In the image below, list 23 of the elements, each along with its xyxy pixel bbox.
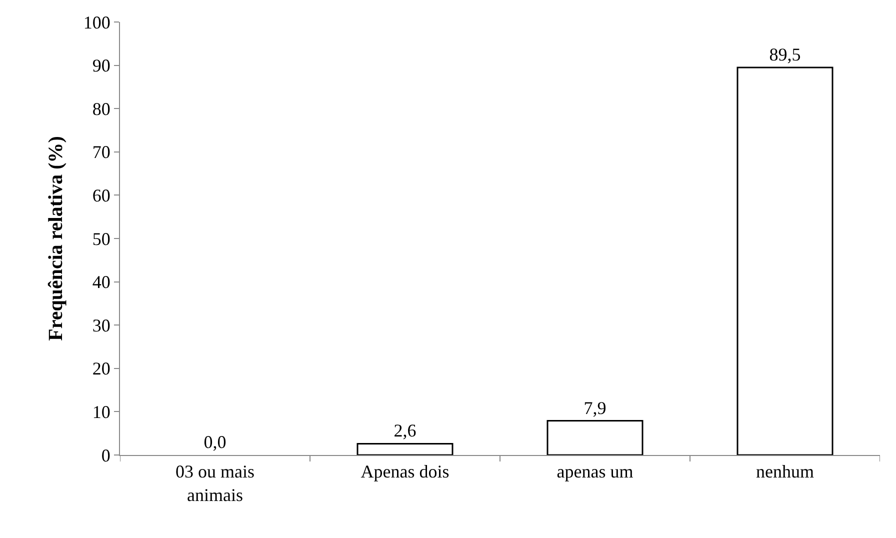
y-tick-label: 90 bbox=[92, 56, 110, 76]
bar bbox=[736, 66, 834, 455]
y-axis-title: Frequência relativa (%) bbox=[44, 136, 67, 341]
y-tick-label: 50 bbox=[92, 228, 110, 249]
y-tick-label: 60 bbox=[92, 186, 110, 206]
y-tick-label: 70 bbox=[92, 142, 110, 162]
x-tick-label: apenas um bbox=[556, 462, 634, 482]
y-tick-label: 0 bbox=[101, 445, 110, 466]
x-tick-label: Apenas dois bbox=[360, 462, 450, 482]
data-label: 0,0 bbox=[204, 432, 226, 452]
x-tick-label: 03 ou mais animais bbox=[176, 462, 254, 505]
y-tick-label: 30 bbox=[92, 315, 110, 336]
data-label: 89,5 bbox=[769, 44, 801, 64]
data-label: 2,6 bbox=[394, 420, 416, 441]
data-label: 7,9 bbox=[584, 398, 606, 418]
x-tick-label: nenhum bbox=[756, 462, 814, 482]
bar bbox=[356, 442, 454, 455]
y-tick-label: 40 bbox=[92, 272, 110, 292]
bar bbox=[546, 420, 644, 455]
y-tick-label: 10 bbox=[92, 402, 110, 422]
y-tick-label: 20 bbox=[92, 358, 110, 379]
y-tick-label: 80 bbox=[92, 98, 110, 119]
y-tick-label: 100 bbox=[83, 12, 110, 32]
